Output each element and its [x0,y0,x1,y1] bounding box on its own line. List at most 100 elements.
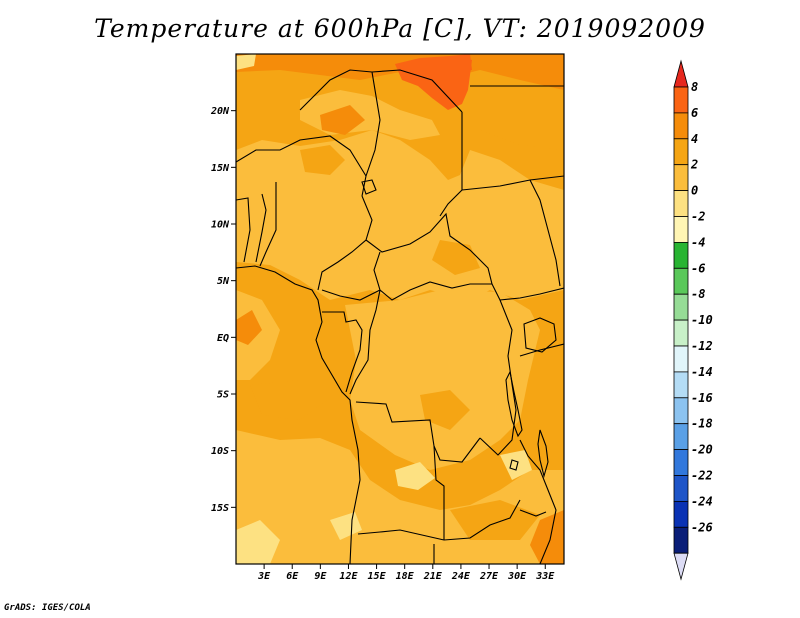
field-minus2to0-south-a [236,520,280,564]
colorbar-swatch [673,319,689,347]
colorbar-level-label: 0 [691,184,698,198]
colorbar-swatch [673,500,689,528]
border-ethiopia [529,179,561,287]
colorbar-swatch [673,216,689,243]
lon-tick-label: 3E [257,571,271,582]
border-chad-car [365,212,493,285]
colorbar-swatch [673,423,689,451]
colorbar-swatch [673,371,689,399]
field-4to6-patch-a [320,105,365,135]
lake-malawi [537,429,549,479]
colorbar-level-label: -22 [691,469,713,483]
colorbar-level-label: -10 [691,313,713,327]
colorbar-swatch [673,293,689,321]
colorbar-top-cap [673,59,689,88]
field-6to8-hotspot [395,56,472,110]
border-angola-zambia [433,445,445,540]
lon-tick-label: 15E [368,571,387,582]
lat-tick-label: 5S [217,390,229,401]
border-cameroon-congo [321,289,381,301]
border-ghana [236,197,251,263]
lon-tick-label: 21E [423,571,443,582]
colorbar-swatch [673,241,689,269]
border-malawi-mozambique [519,439,557,564]
field-2to4-pocket-e [450,500,540,540]
field-minus2to0-south-b [395,462,435,490]
colorbar-level-label: -24 [691,494,713,508]
field-4to6-patch-b [236,310,262,345]
lon-tick-label: 18E [396,571,415,582]
field-0to2-central [345,290,540,470]
border-gabon-congo [322,311,363,393]
field-2to4-pocket-d [250,380,330,420]
border-tanzania [519,343,564,357]
colorbar-swatch [673,86,689,114]
field-minus2to0-south-d [330,512,362,540]
lake-chad [361,179,377,195]
border-nigeria-north [236,135,367,177]
lat-tick-label: 10S [211,446,229,457]
border-nigeria-east [317,195,373,291]
lat-tick-label: 15S [211,503,229,514]
border-congo-drc [349,289,381,395]
field-0to2-west [236,290,280,380]
border-car-south [373,251,492,301]
colorbar-swatch [673,138,689,166]
field-4to6-patch-c [530,510,564,564]
field-2to4-northeast [470,80,564,150]
lat-tick-label: 10N [211,220,230,231]
colorbar-level-label: -6 [691,261,705,275]
border-drc-angola [355,401,481,463]
field-6to8-spot [450,54,472,72]
map-title: Temperature at 600hPa [C], VT: 201909200… [94,14,706,43]
lat-tick-label: 5N [217,276,230,287]
colorbar-level-label: -18 [691,417,713,431]
lake-tanganyika [505,370,523,438]
lakes [361,179,557,517]
border-nigeria-west [259,182,277,267]
colorbar-level-label: -12 [691,339,713,353]
lake-victoria [523,317,557,353]
lake-mweru [509,459,519,471]
colorbar-level-label: -8 [691,287,705,301]
coastline-west-africa [236,265,361,564]
field-minus2to0-northwest [236,54,256,70]
lon-tick-label: 24E [451,571,471,582]
lon-tick-label: 6E [286,571,299,582]
border-zambia-south [443,499,521,541]
lon-tick-label: 12E [339,571,358,582]
colorbar: 8 6 4 2 0 -2 -4 -6 -8 -10 -12 -14 -16 -18 -20 -22 -24 -26 [673,59,713,581]
longitude-axis: 3E 6E 9E 12E 15E 18E 21E 24E 27E 30E 33E [257,564,555,582]
latitude-axis: 20N 15N 10N 5N EQ 5S 10S 15S [210,106,236,514]
map-frame [235,53,565,565]
colorbar-swatch [673,190,689,217]
lon-tick-label: 30E [507,571,527,582]
colorbar-level-label: 8 [691,80,698,94]
colorbar-level-label: -14 [691,365,713,379]
field-2to4-pocket-c [420,390,470,430]
colorbar-level-label: 2 [690,158,698,172]
colorbar-swatch [673,449,689,476]
lake-kariba [519,509,547,517]
colorbar-swatch [673,164,689,191]
lat-tick-label: EQ [217,333,229,344]
colorbar-level-label: 6 [691,106,698,120]
colorbar-level-label: 4 [691,132,698,146]
colorbar-level-label: -4 [691,235,705,249]
temperature-field [236,54,564,564]
colorbar-swatch [673,345,689,373]
grads-credit: GrADS: IGES/COLA [4,603,91,613]
colorbar-swatch [673,112,689,140]
country-borders [236,69,564,564]
colorbar-bottom-cap [673,552,689,581]
colorbar-swatch [673,267,689,295]
colorbar-level-label: -2 [691,210,705,224]
border-sudan-east [461,175,564,191]
lat-tick-label: 20N [210,106,230,117]
border-benin-togo [255,193,267,263]
border-namibia [357,529,445,541]
lat-tick-label: 15N [211,163,230,174]
colorbar-level-label: -16 [691,391,713,405]
border-uganda-kenya [499,287,564,301]
